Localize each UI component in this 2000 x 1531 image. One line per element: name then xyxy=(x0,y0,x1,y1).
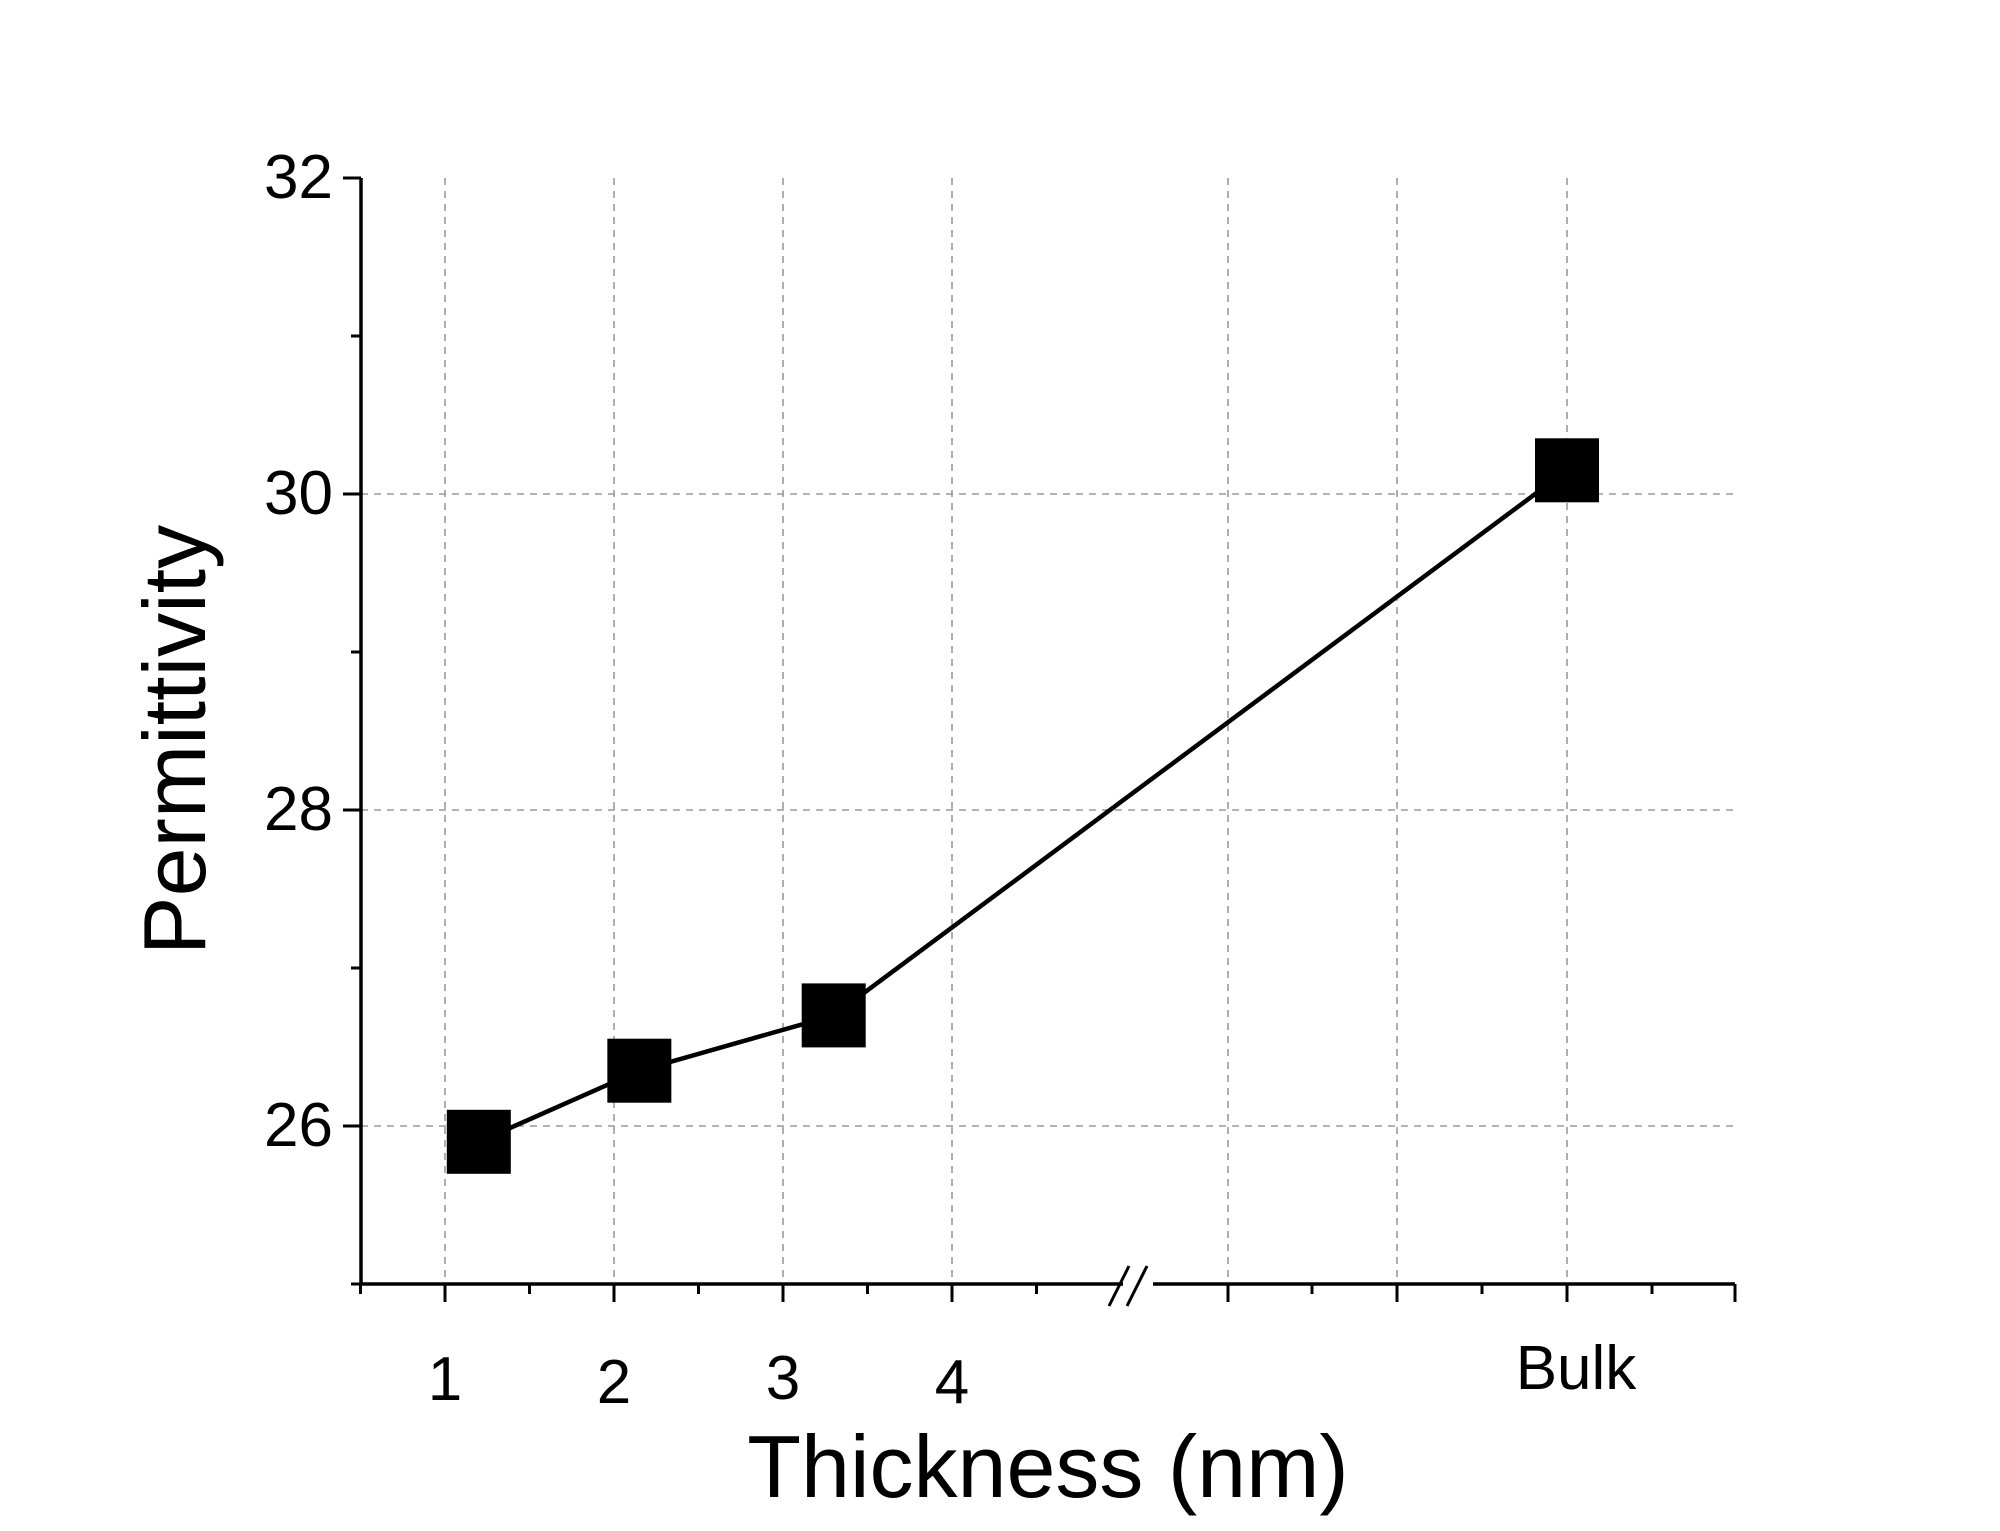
x-tick-label: 1 xyxy=(428,1345,462,1414)
series-line xyxy=(477,468,1569,1144)
y-tick-label: 32 xyxy=(264,143,333,212)
y-tick-label: 30 xyxy=(264,459,333,528)
axes xyxy=(343,176,1737,1307)
y-axis-title: Permittivity xyxy=(125,525,224,955)
x-tick-label: 4 xyxy=(935,1348,969,1417)
axis-break-mark xyxy=(1125,1265,1149,1307)
data-point-marker xyxy=(801,983,866,1048)
y-tick-label: 26 xyxy=(264,1091,333,1160)
grid xyxy=(361,178,1735,1284)
series xyxy=(446,438,1599,1174)
x-tick-label: Bulk xyxy=(1516,1334,1638,1403)
labels: 26 28 30 32 1 2 3 4 Bulk Thickness (nm) Permittivi… xyxy=(125,143,1637,1516)
x-axis-title: Thickness (nm) xyxy=(747,1417,1348,1516)
axis-break-mark xyxy=(1107,1265,1131,1307)
y-tick-label: 28 xyxy=(264,775,333,844)
data-point-marker xyxy=(446,1109,511,1174)
data-point-marker xyxy=(607,1038,672,1103)
data-point-marker xyxy=(1535,438,1599,503)
x-tick-label: 2 xyxy=(597,1348,631,1417)
x-tick-label: 3 xyxy=(766,1344,800,1413)
